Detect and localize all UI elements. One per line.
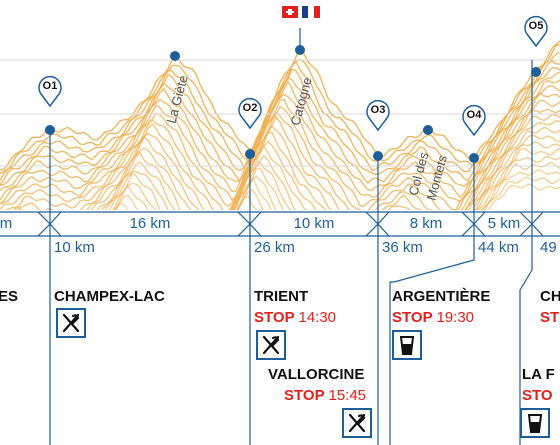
segment-km: 16 km [129, 215, 171, 232]
distance-label: 26 km [254, 239, 295, 256]
checkpoint-label: O1 [42, 80, 58, 92]
segment-km: m [0, 215, 13, 232]
distance-band [0, 210, 560, 237]
checkpoint-label: O5 [528, 20, 544, 32]
checkpoint-pin-o3: O3 [364, 98, 392, 132]
segment-km: 10 km [293, 215, 335, 232]
distance-label: 10 km [54, 239, 95, 256]
route-lines [49, 28, 533, 445]
profile-line [0, 79, 560, 203]
fork-knife-icon [56, 308, 86, 338]
stop-time-vallorcine: STOP 15:45 [284, 387, 367, 404]
profile-line [0, 40, 560, 171]
flag-icon [282, 6, 320, 18]
profile-line [0, 84, 560, 211]
cup-icon [392, 330, 422, 360]
town-label-partial-2: LA F [522, 366, 555, 383]
profile-line [0, 67, 560, 188]
cup-icon [520, 408, 550, 438]
distance-label: 44 km [478, 239, 519, 256]
checkpoint-label: O3 [370, 104, 386, 116]
profile-line [0, 99, 560, 212]
profile-line [0, 155, 560, 212]
fork-knife-icon [342, 408, 372, 438]
profile-line [0, 92, 560, 212]
town-label-partial: CH [540, 288, 560, 305]
profile-line [0, 119, 560, 212]
checkpoint-dots [45, 45, 541, 163]
fork-knife-icon [256, 330, 286, 360]
distance-label: 36 km [382, 239, 423, 256]
checkpoint-label: O2 [242, 102, 258, 114]
profile-line [0, 59, 560, 186]
profile-line [0, 43, 560, 175]
segment-km: 8 km [409, 215, 443, 232]
town-label-vallorcine: VALLORCINE [268, 366, 365, 383]
stop-label-partial-2: STO [522, 387, 553, 404]
checkpoint-pin-o5: O5 [522, 14, 550, 48]
checkpoint-pin-o1: O1 [36, 74, 64, 108]
checkpoint-pin-o4: O4 [460, 103, 488, 137]
profile-line [0, 141, 560, 212]
town-label-champex: CHAMPEX-LAC [54, 288, 165, 305]
checkpoint-label: O4 [466, 109, 482, 121]
town-label-argentiere: ARGENTIÈRE [392, 288, 491, 305]
segment-km: 5 km [487, 215, 521, 232]
stop-time-trient: STOP 14:30 [254, 309, 337, 326]
stop-time-argentiere: STOP 19:30 [392, 309, 475, 326]
stop-label-partial: ST [540, 309, 560, 326]
profile-line [0, 147, 560, 212]
town-label-trient: TRIENT [254, 288, 309, 305]
checkpoint-pin-o2: O2 [236, 96, 264, 130]
town-label: ES [0, 288, 19, 305]
distance-label: 49 [540, 239, 557, 256]
